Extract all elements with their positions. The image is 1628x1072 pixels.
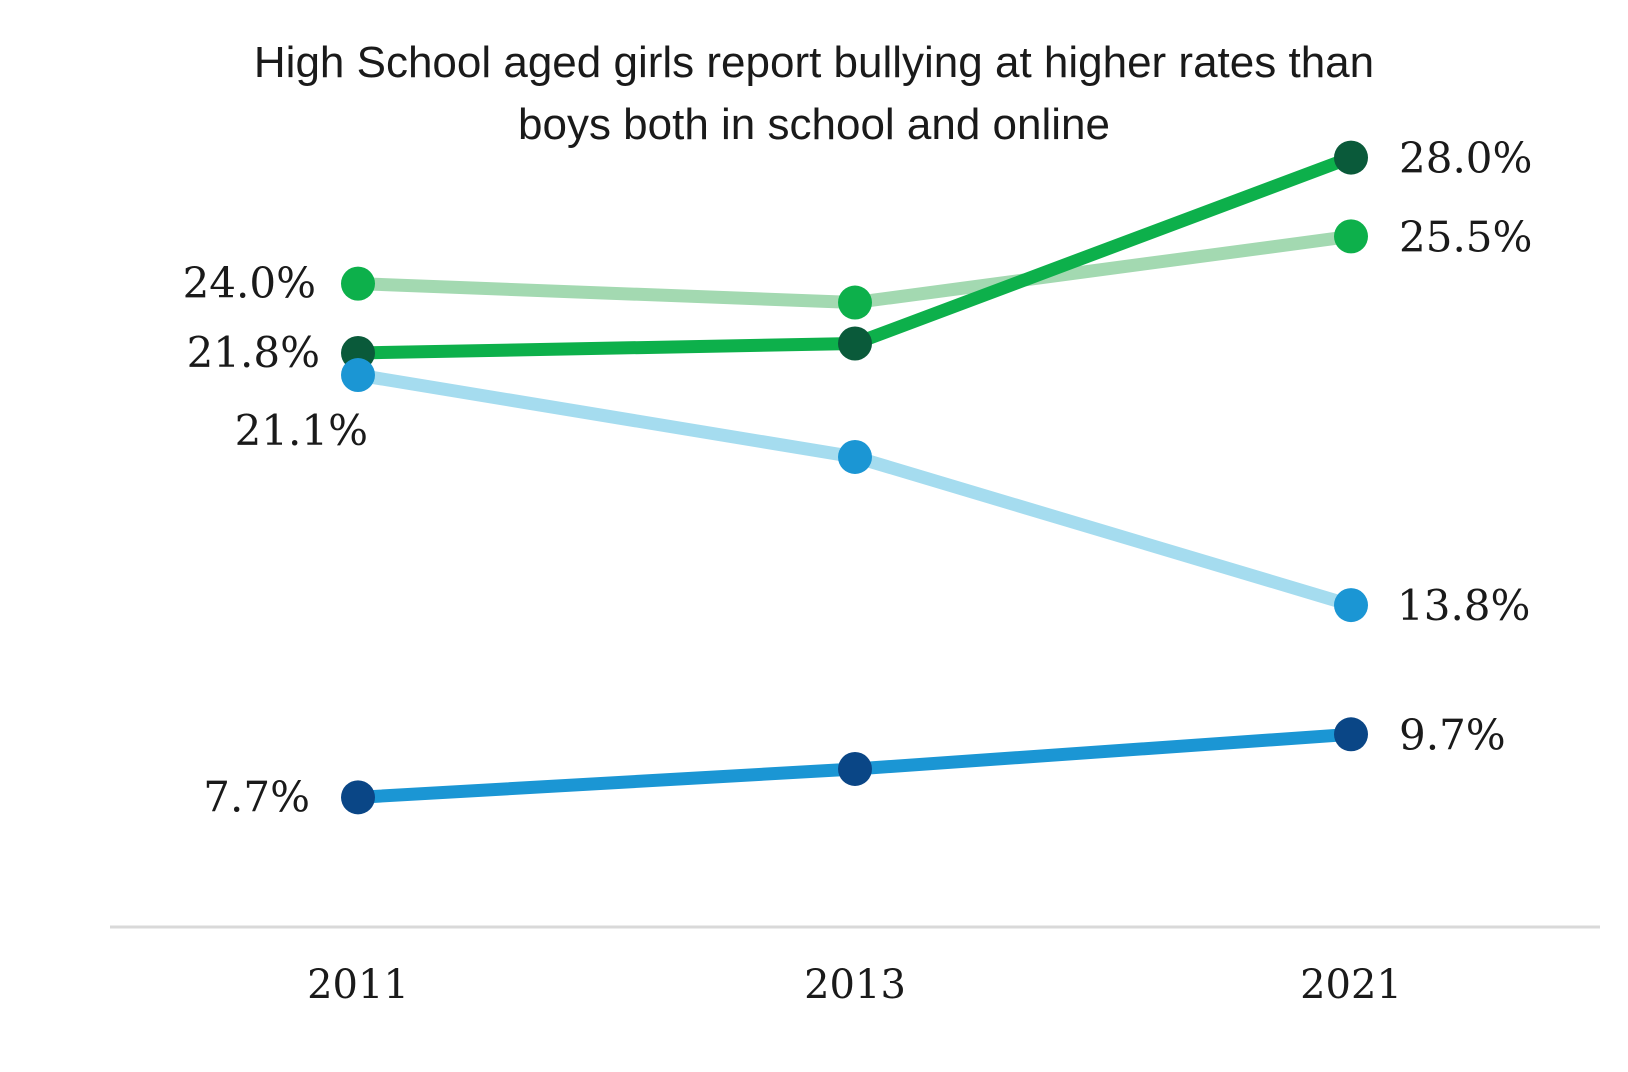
- chart-title-line-2: boys both in school and online: [518, 100, 1110, 149]
- x-tick-label-2011: 2011: [307, 962, 409, 1008]
- series-dark-green-point-2021: [1334, 140, 1368, 175]
- series-dark-green-label-2021: 28.0%: [1399, 134, 1532, 183]
- series-light-green-point-2021: [1334, 219, 1368, 254]
- series-light-green-label-2021: 25.5%: [1399, 212, 1532, 261]
- series-dark-green-point-2013: [838, 326, 872, 361]
- series-dark-blue-point-2013: [838, 751, 872, 786]
- series-dark-blue-point-2021: [1334, 717, 1368, 752]
- series-dark-green-label-2011: 21.8%: [187, 328, 320, 377]
- series-light-green-point-2011: [341, 266, 375, 301]
- series-markers: [341, 140, 1368, 815]
- series-dark-blue-label-2011: 7.7%: [203, 772, 310, 821]
- series-light-blue-point-2011: [341, 358, 375, 393]
- series-light-blue-label-2021: 13.8%: [1397, 581, 1530, 630]
- series-light-blue-label-2011: 21.1%: [235, 406, 368, 455]
- series-light-green-point-2013: [838, 285, 872, 320]
- series-light-blue-point-2013: [838, 439, 872, 474]
- series-light-blue-line: [356, 368, 1353, 612]
- chart-title-line-1: High School aged girls report bullying a…: [253, 38, 1375, 87]
- series-dark-blue-point-2011: [341, 780, 375, 815]
- series-lines: [356, 151, 1354, 804]
- x-tick-label-2021: 2021: [1300, 962, 1402, 1008]
- x-tick-label-2013: 2013: [804, 962, 906, 1008]
- series-dark-blue-label-2021: 9.7%: [1399, 710, 1506, 759]
- data-labels: 24.0% 25.5% 21.8% 28.0% 21.1% 13.8% 7.7% 9.7%: [183, 134, 1533, 822]
- series-light-green-label-2011: 24.0%: [183, 259, 316, 308]
- series-light-blue-point-2021: [1334, 588, 1368, 623]
- chart-title: High School aged girls report bullying a…: [0, 32, 1628, 156]
